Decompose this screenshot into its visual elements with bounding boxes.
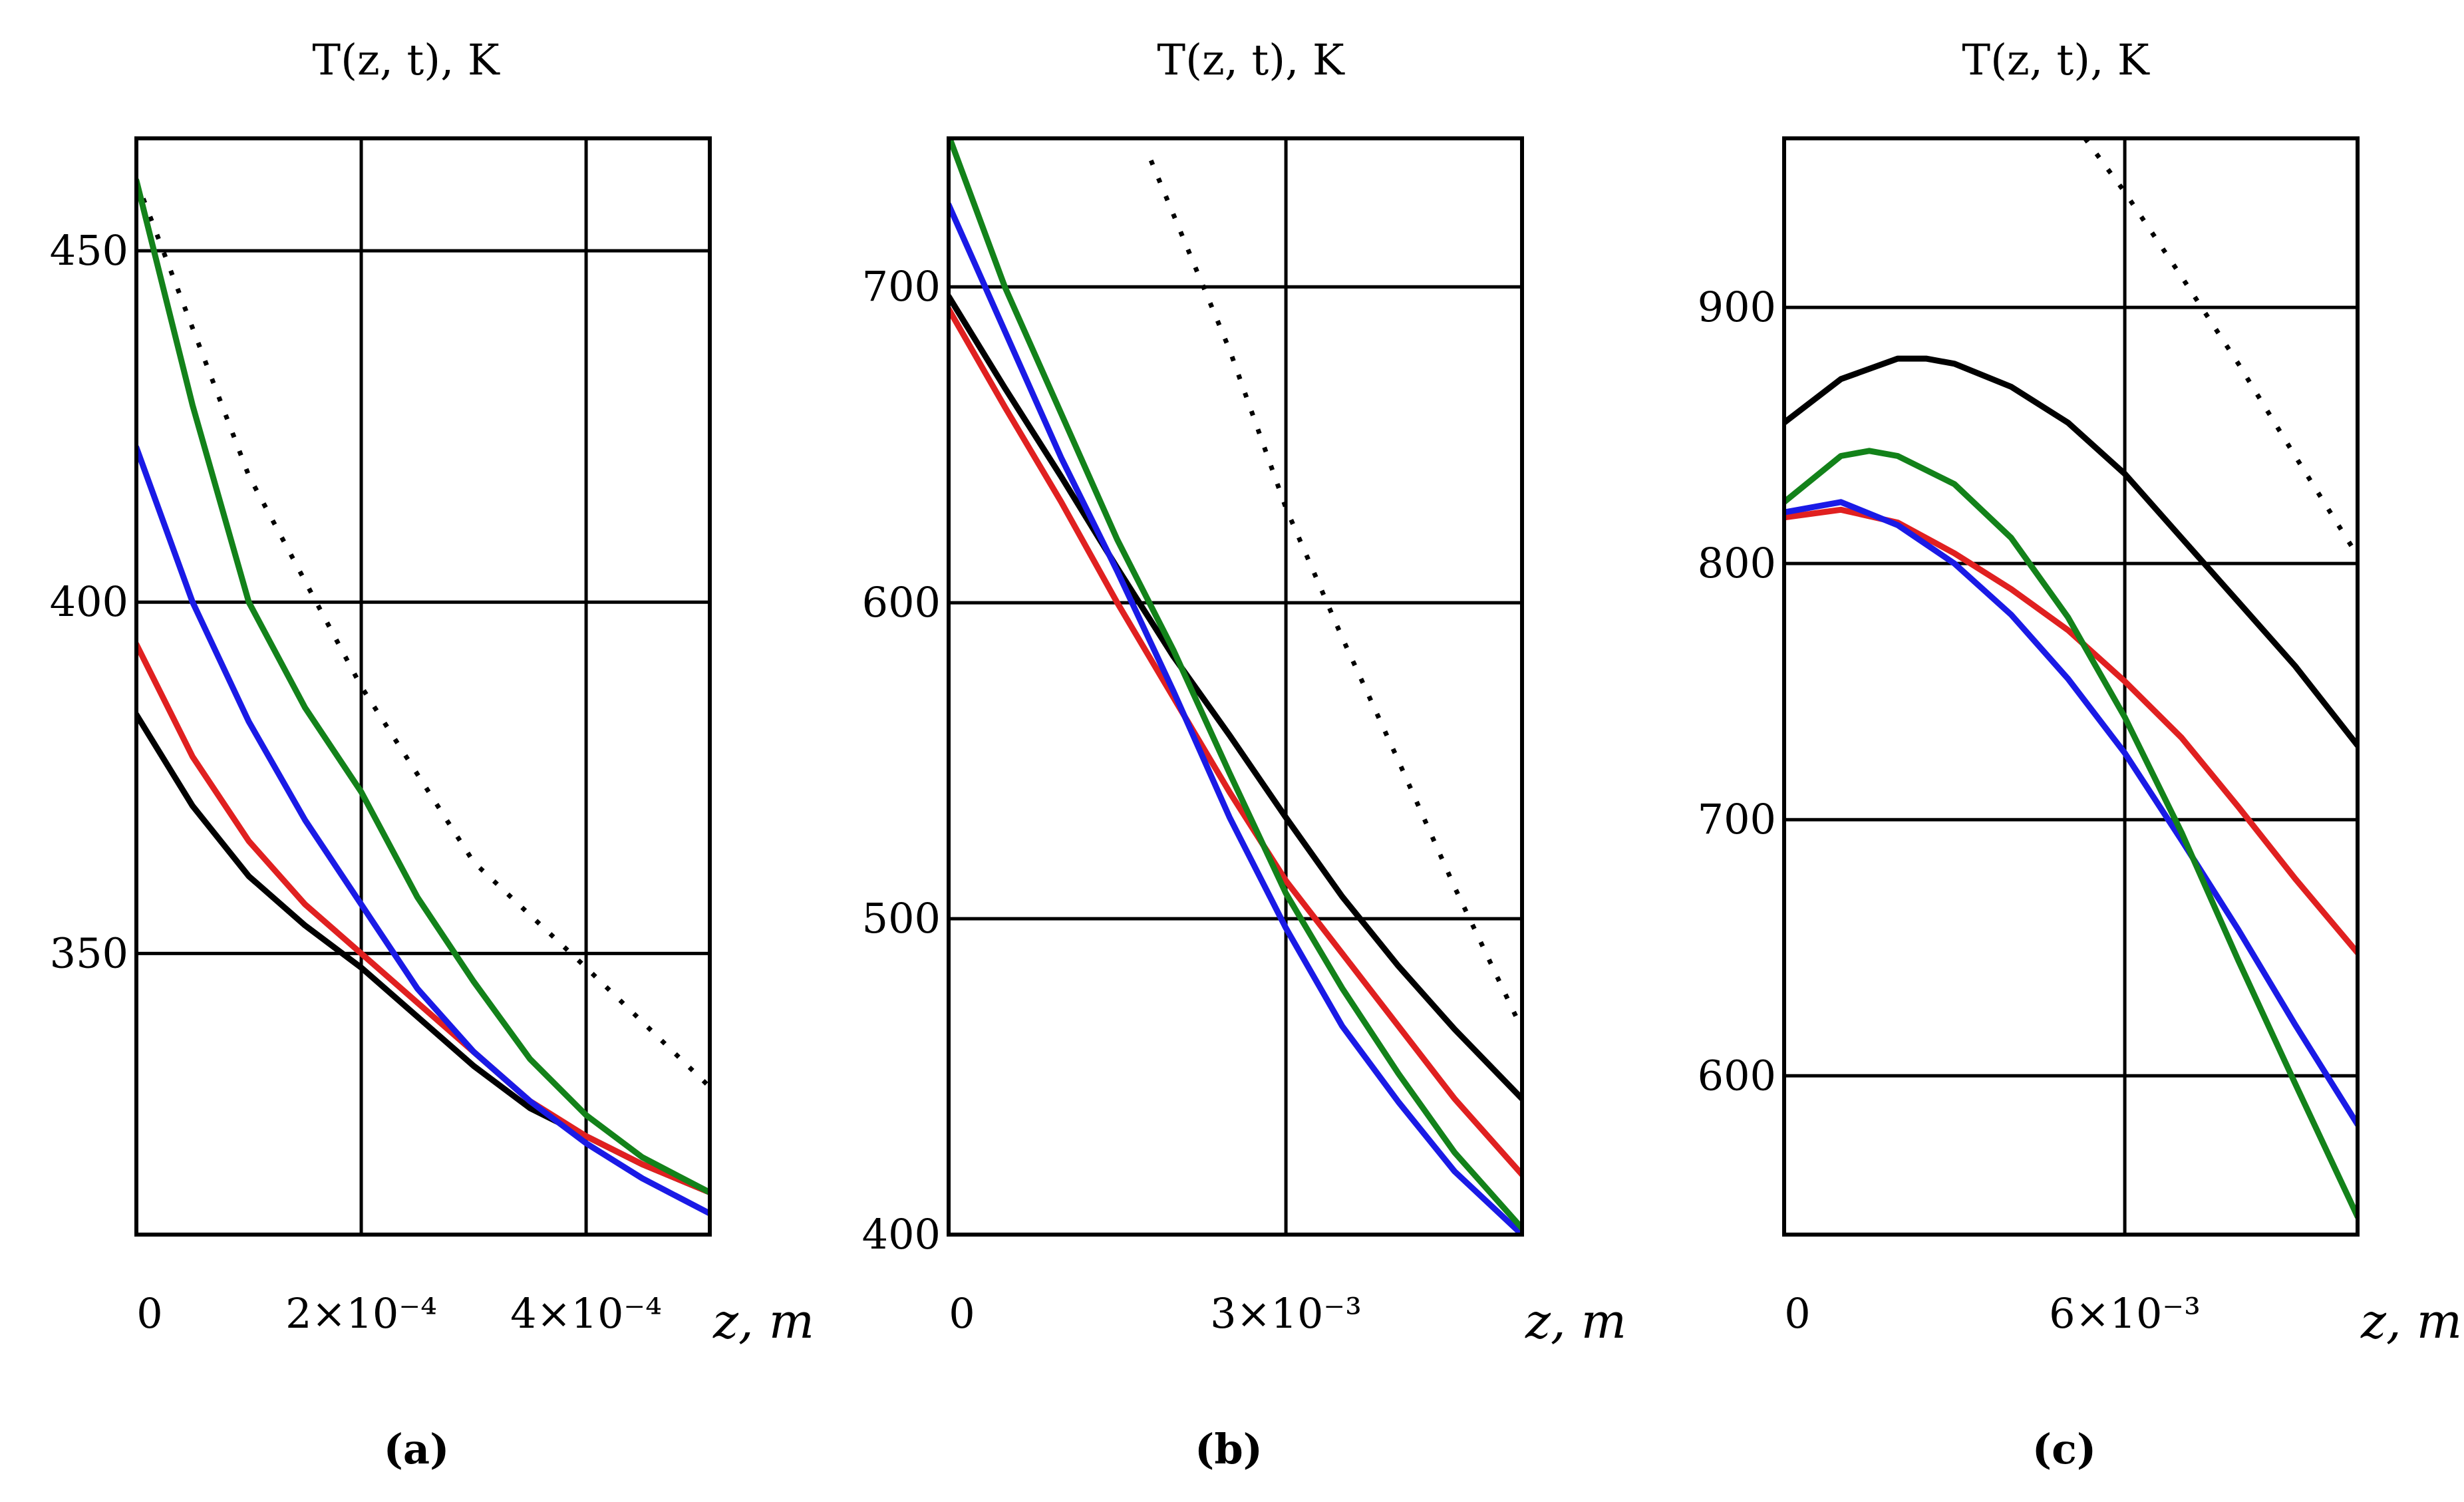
series-line-green [1784,448,2358,1220]
chart-title: T(z, t), K [312,36,500,85]
y-tick-label: 450 [50,226,128,275]
y-tick-label: 900 [1698,283,1776,331]
y-tick-label: 700 [862,262,941,311]
y-tick-label: 400 [862,1210,941,1259]
x-axis-label: z, m [712,1293,814,1349]
x-tick-label: 4×10⁻⁴ [510,1289,662,1338]
series-line-dotted [136,180,710,1089]
series-line-red [949,306,1522,1178]
plot-frame [1782,136,2360,1237]
y-tick-label: 800 [1698,539,1776,587]
series-line-green [136,177,710,1196]
series-line-blue [1784,499,2358,1127]
panel-label: (b) [1195,1425,1263,1473]
panel-c: 600 700 800 900 0 6×10⁻³ z, m T(z, t), K (c) [1698,36,2462,1473]
x-axis-label: z, m [1525,1293,1626,1349]
chart-title: T(z, t), K [1157,36,1344,85]
chart-title: T(z, t), K [1962,36,2149,85]
x-tick-label: 6×10⁻³ [2049,1289,2201,1338]
panel-label: (c) [2032,1425,2096,1473]
series-line-dotted [1148,159,1522,1030]
series-line-red [1784,506,2358,956]
series-line-black [949,293,1522,1102]
panel-b: 400 500 600 700 0 3×10⁻³ z, m T(z, t), K (b) [862,36,1626,1473]
x-tick-label: 0 [1784,1289,1810,1338]
plot-frame [134,136,712,1237]
x-tick-label: 3×10⁻³ [1210,1289,1362,1338]
y-tick-label: 600 [862,578,941,627]
series-line-blue [136,444,710,1217]
x-tick-label: 0 [949,1289,975,1338]
panel-a: 350 400 450 0 2×10⁻⁴ 4×10⁻⁴ z, m T(z, t), K (a) [50,36,814,1473]
y-tick-label: 600 [1698,1051,1776,1100]
y-tick-label: 700 [1698,795,1776,843]
x-tick-label: 0 [136,1289,162,1338]
x-axis-label: z, m [2360,1293,2462,1349]
x-tick-label: 2×10⁻⁴ [285,1289,437,1338]
y-tick-label: 350 [50,929,128,977]
series-line-blue [949,202,1522,1235]
y-tick-label: 400 [50,577,128,626]
series-line-green [949,138,1522,1231]
plot-frame [947,136,1524,1237]
panel-label: (a) [384,1425,450,1473]
y-tick-label: 500 [862,894,941,943]
series-line-red [136,641,710,1196]
series-line-black [1784,355,2358,749]
